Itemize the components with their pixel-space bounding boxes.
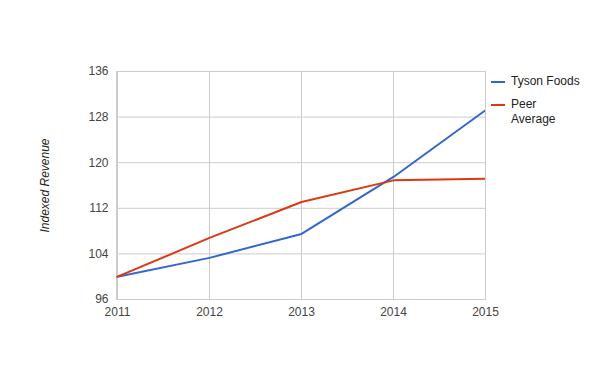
svg-text:104: 104 xyxy=(88,247,108,261)
svg-text:96: 96 xyxy=(95,292,109,307)
html-text:Indexed Revenue (Start Value =: Indexed Revenue (Start Value = 100) xyxy=(115,34,390,51)
svg-text:136: 136 xyxy=(88,64,108,78)
svg-text:2013: 2013 xyxy=(288,305,315,319)
svg-text:2014: 2014 xyxy=(380,305,407,319)
svg-text:Indexed Revenue: Indexed Revenue xyxy=(38,138,52,232)
svg-text:128: 128 xyxy=(88,110,108,124)
svg-text:120: 120 xyxy=(88,156,108,170)
svg-text:2011: 2011 xyxy=(105,305,131,319)
svg-text:2012: 2012 xyxy=(196,305,223,319)
svg-text:2015: 2015 xyxy=(472,305,499,319)
html-text:Peer Average: Peer Average xyxy=(511,97,556,126)
svg-text:112: 112 xyxy=(89,201,108,215)
html-text:Tyson Foods: Tyson Foods xyxy=(511,74,580,88)
